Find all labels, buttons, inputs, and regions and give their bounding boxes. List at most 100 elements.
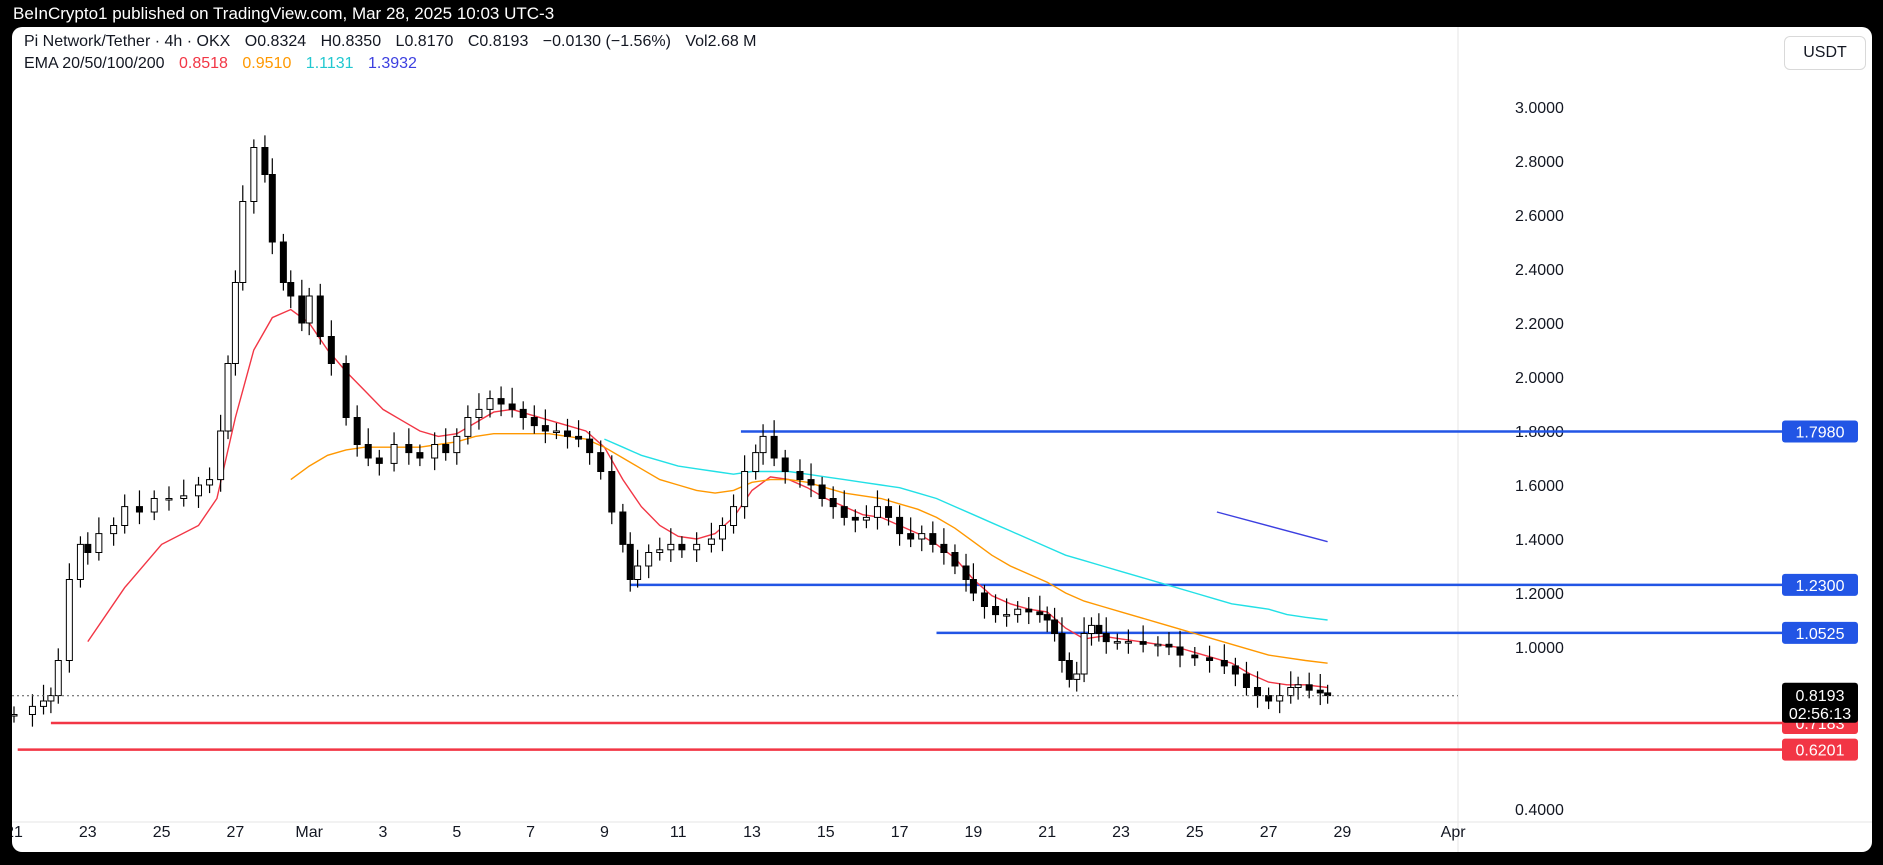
candle-body	[992, 606, 1000, 616]
candle-body	[1242, 673, 1250, 688]
candle-body	[678, 543, 686, 551]
ema200-value: 1.3932	[368, 55, 417, 72]
candle-body	[40, 700, 48, 707]
candle-body	[327, 336, 335, 364]
candle-body	[969, 579, 977, 594]
candle-body	[239, 201, 247, 283]
last-price-label: 0.8193	[1796, 688, 1845, 705]
candle-body	[486, 398, 494, 410]
x-tick-label: 29	[1334, 824, 1352, 841]
candle-body	[1305, 684, 1313, 691]
symbol-name[interactable]: Pi Network/Tether · 4h · OKX	[24, 33, 231, 50]
y-tick-label: 1.6000	[1515, 478, 1564, 495]
candle-body	[667, 543, 675, 551]
y-tick-label: 2.4000	[1515, 262, 1564, 279]
x-tick-label: 17	[891, 824, 909, 841]
candle-body	[250, 147, 258, 202]
candle-body	[645, 552, 653, 567]
candle-body	[453, 435, 461, 454]
x-tick-label: 27	[1260, 824, 1278, 841]
level-price-label: 1.2300	[1796, 578, 1845, 595]
x-tick-label: 25	[1186, 824, 1204, 841]
candle-body	[1139, 641, 1147, 645]
candle-body	[873, 506, 881, 518]
candle-body	[390, 444, 398, 464]
candle-body	[261, 147, 269, 175]
candle-body	[807, 479, 815, 486]
ohlc-close-value: 0.8193	[479, 33, 529, 50]
level-price-tag	[1782, 738, 1858, 761]
publisher-text: BeInCrypto1 published on TradingView.com…	[13, 4, 555, 23]
candle-body	[224, 363, 232, 432]
candle-body	[95, 533, 103, 554]
candle-body	[519, 408, 527, 418]
volume-label: Vol	[685, 33, 708, 50]
level-price-tag	[1782, 573, 1858, 596]
candle-body	[1165, 643, 1173, 648]
candle-body	[464, 417, 472, 437]
y-tick-label: 1.4000	[1515, 532, 1564, 549]
candle-body	[796, 471, 804, 481]
candle-body	[375, 457, 383, 464]
ema-label[interactable]: EMA 20/50/100/200	[24, 55, 165, 72]
x-tick-label: 11	[670, 824, 687, 841]
candle-body	[12, 714, 18, 717]
candle-body	[353, 417, 361, 445]
candle-body	[508, 403, 516, 410]
candle-body	[929, 533, 937, 545]
ohlc-high-value: 0.8350	[332, 33, 382, 50]
ema-line-ema20	[87, 308, 1328, 689]
candle-body	[121, 506, 129, 527]
candle-body	[1324, 692, 1332, 697]
level-price-label: 1.0525	[1796, 626, 1845, 643]
candle-body	[1276, 695, 1284, 702]
candle-body	[781, 457, 789, 472]
y-tick-label: 2.2000	[1515, 316, 1564, 333]
candle-body	[619, 511, 627, 545]
x-tick-label: 27	[227, 824, 245, 841]
candle-body	[1206, 657, 1214, 661]
candle-body	[1080, 633, 1088, 675]
candle-body	[586, 438, 594, 454]
candle-body	[951, 552, 959, 567]
currency-button[interactable]: USDT	[1784, 36, 1866, 70]
candle-body	[364, 444, 372, 459]
candle-body	[896, 516, 904, 535]
candle-body	[885, 506, 893, 518]
y-tick-label: 2.8000	[1515, 154, 1564, 171]
x-tick-label: 21	[1038, 824, 1056, 841]
candle-body	[656, 549, 664, 553]
price-chart[interactable]: 3.00002.80002.60002.40002.20002.00001.80…	[12, 27, 1872, 852]
candle-body	[342, 363, 350, 418]
y-tick-label: 0.4000	[1515, 802, 1564, 819]
candle-body	[829, 498, 837, 508]
candle-body	[962, 565, 970, 580]
ohlc-open-label: O	[244, 33, 258, 50]
candle-body	[1265, 695, 1273, 702]
candle-body	[907, 533, 915, 540]
candle-body	[84, 543, 92, 554]
candle-body	[597, 452, 605, 473]
candle-body	[634, 565, 642, 580]
x-tick-label: 23	[1112, 824, 1130, 841]
x-tick-label: 13	[743, 824, 761, 841]
candle-body	[195, 484, 202, 497]
chart-panel[interactable]: Pi Network/Tether · 4h · OKX O0.8324 H0.…	[12, 27, 1872, 852]
candle-body	[65, 579, 73, 661]
candle-body	[940, 543, 948, 554]
candle-body	[707, 538, 715, 545]
candle-body	[693, 543, 701, 551]
candle-body	[1043, 614, 1051, 621]
ohlc-high-label: H	[320, 33, 333, 50]
candle-body	[1058, 633, 1066, 661]
candle-body	[180, 495, 188, 499]
candle-body	[305, 295, 313, 324]
candle-body	[564, 430, 571, 437]
ohlc-low-label: L	[395, 33, 405, 50]
candle-body	[54, 660, 62, 697]
candle-body	[165, 498, 173, 501]
candle-body	[1087, 624, 1095, 635]
candle-body	[1287, 687, 1295, 697]
candle-body	[1095, 624, 1103, 635]
candle-body	[759, 435, 767, 454]
